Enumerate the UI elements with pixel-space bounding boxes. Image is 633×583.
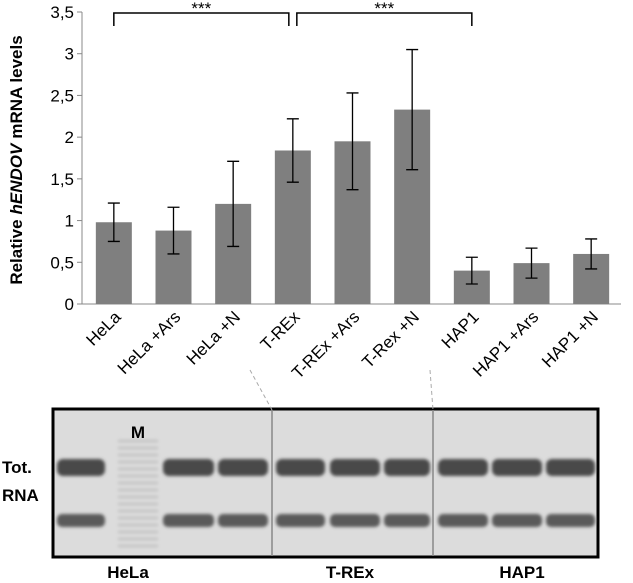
y-tick-label: 1 — [65, 212, 74, 231]
gel-band — [384, 514, 430, 527]
y-tick-label: 0 — [65, 295, 74, 314]
significance-bracket — [113, 12, 290, 26]
gel-band — [276, 514, 325, 527]
gel-band — [492, 459, 542, 476]
y-tick-label: 0,5 — [50, 253, 74, 272]
y-label-part: mRNA levels — [7, 35, 26, 138]
gel-band — [384, 459, 430, 476]
group-label: HeLa — [107, 563, 149, 582]
connector — [429, 369, 434, 411]
error-bar — [585, 238, 598, 270]
gel-band — [218, 459, 268, 476]
error-bar — [167, 206, 180, 255]
y-tick-label: 3 — [65, 45, 74, 64]
marker-band — [118, 503, 158, 505]
significance-label: *** — [374, 0, 394, 18]
marker-band — [118, 489, 158, 491]
gel-band — [276, 459, 325, 476]
x-tick-label: HeLa — [82, 307, 125, 350]
marker-band — [118, 496, 158, 498]
gel-band — [546, 514, 595, 527]
x-tick-label: T-REx — [257, 307, 304, 354]
gel-lanes — [57, 440, 595, 547]
significance-bracket — [296, 12, 473, 26]
gel-band — [218, 514, 268, 527]
gel: M Tot. RNA HeLa T-REx HAP1 — [2, 369, 600, 582]
marker-band — [118, 524, 158, 526]
x-tick-label: HAP1 — [438, 307, 483, 352]
marker-band — [118, 510, 158, 512]
marker-band — [118, 454, 158, 456]
gel-band — [57, 514, 105, 527]
x-tick-label: HAP1 +N — [538, 307, 602, 371]
x-tick-label: T-Rex +N — [358, 307, 423, 372]
error-bar — [107, 202, 120, 243]
marker-band — [118, 482, 158, 484]
marker-band — [118, 461, 158, 463]
y-tick-label: 2 — [65, 128, 74, 147]
gel-band — [330, 514, 380, 527]
gel-band — [438, 514, 488, 527]
error-bar — [465, 256, 478, 285]
x-tick-label: HeLa +N — [183, 307, 244, 368]
y-axis-label: Relative hENDOV mRNA levels — [7, 35, 26, 284]
gel-band — [57, 459, 105, 476]
y-tick-label: 1,5 — [50, 170, 74, 189]
marker-band — [118, 538, 158, 540]
gel-band — [330, 459, 380, 476]
y-tick-label: 3,5 — [50, 3, 74, 22]
gel-band — [438, 459, 488, 476]
error-bar — [286, 118, 299, 183]
y-label-part: hENDOV — [7, 142, 26, 215]
gel-band — [163, 514, 214, 527]
row-label: Tot. — [2, 458, 32, 477]
y-label-part: Relative — [7, 219, 26, 284]
marker-band — [118, 517, 158, 519]
gel-band — [163, 459, 214, 476]
marker-band — [118, 545, 158, 547]
marker-band — [118, 531, 158, 533]
error-bar — [406, 48, 419, 171]
marker-band — [118, 475, 158, 477]
gel-band — [492, 514, 542, 527]
group-label: T-REx — [326, 563, 375, 582]
marker-band — [118, 447, 158, 449]
error-bar — [525, 247, 538, 279]
x-tick-label: HeLa +Ars — [114, 307, 185, 378]
marker-band — [118, 440, 158, 442]
y-tick-label: 2,5 — [50, 86, 74, 105]
marker-band — [118, 468, 158, 470]
error-bar — [227, 160, 240, 248]
row-label: RNA — [2, 486, 39, 505]
significance-label: *** — [191, 0, 211, 18]
error-bar — [346, 92, 359, 191]
lane-label: M — [131, 423, 145, 442]
group-label: HAP1 — [499, 563, 544, 582]
connector — [249, 369, 273, 411]
gel-band — [546, 459, 595, 476]
